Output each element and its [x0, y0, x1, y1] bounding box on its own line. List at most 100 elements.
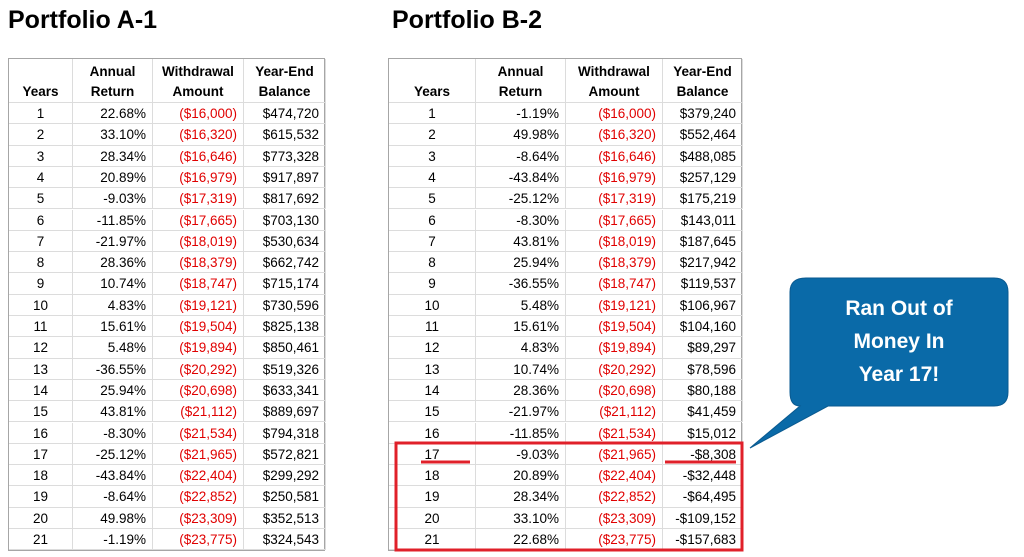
- table-cell: $80,188: [663, 379, 743, 402]
- table-cell: 15: [9, 401, 73, 423]
- table-cell: ($16,320): [153, 124, 244, 146]
- table-cell: 6: [389, 209, 476, 231]
- table-cell: -9.03%: [476, 443, 566, 466]
- table-cell: 4.83%: [476, 337, 566, 359]
- table-cell: 5.48%: [476, 294, 566, 316]
- table-cell: ($16,000): [153, 103, 244, 125]
- table: Years Annual Return Withdrawal Amount Year-En…: [8, 58, 326, 552]
- table-cell: $730,596: [244, 294, 326, 316]
- table-cell: 19: [389, 486, 476, 508]
- table-cell: ($17,665): [153, 209, 244, 231]
- table-cell: -21.97%: [476, 401, 566, 423]
- callout-line: Year 17!: [858, 363, 940, 386]
- table: Years Annual Return Withdrawal Amount Year-En…: [388, 58, 743, 552]
- table-cell: ($21,534): [153, 422, 244, 444]
- header-line: Amount: [172, 84, 224, 99]
- column-header: Years: [389, 59, 476, 103]
- table-cell: $773,328: [244, 145, 326, 167]
- table-cell: 28.36%: [73, 252, 153, 274]
- table-cell: -25.12%: [476, 188, 566, 210]
- callout-line: Ran Out of: [845, 297, 953, 320]
- table-cell: 18: [9, 465, 73, 487]
- table-cell: ($18,019): [153, 230, 244, 253]
- table-cell: $104,160: [663, 316, 743, 338]
- header-line: Year-End: [255, 64, 314, 79]
- table-cell: $257,129: [663, 166, 743, 189]
- table-cell: $41,459: [663, 401, 743, 423]
- table-cell: 11: [9, 316, 73, 338]
- table-cell: ($16,979): [566, 166, 663, 189]
- table-cell: 8: [9, 252, 73, 274]
- table-cell: ($19,894): [153, 337, 244, 359]
- table-cell: 18: [389, 465, 476, 487]
- table-cell: ($22,852): [566, 486, 663, 508]
- table-cell: $143,011: [663, 209, 743, 231]
- header-line: Years: [413, 84, 451, 99]
- table-cell: -8.64%: [476, 145, 566, 167]
- table-cell: 1: [9, 103, 73, 125]
- table-cell: 5: [9, 188, 73, 210]
- table-cell: 6: [9, 209, 73, 231]
- table-cell: -8.30%: [476, 209, 566, 231]
- table-cell: $217,942: [663, 252, 743, 274]
- table-cell: 4: [9, 166, 73, 189]
- table-cell: 10.74%: [73, 273, 153, 295]
- table-cell: $187,645: [663, 230, 743, 253]
- table-cell: ($16,000): [566, 103, 663, 125]
- table-cell: ($22,404): [566, 465, 663, 487]
- header-line: Years: [22, 84, 59, 99]
- table-cell: -8.30%: [73, 422, 153, 444]
- table-cell: 33.10%: [73, 124, 153, 146]
- table-cell: 43.81%: [476, 230, 566, 253]
- column-header: Year-End Balance: [663, 59, 743, 103]
- table-cell: -11.85%: [73, 209, 153, 231]
- table-cell: ($22,404): [153, 465, 244, 487]
- table-cell: $89,297: [663, 337, 743, 359]
- highlight-box: [394, 441, 744, 552]
- table-cell: 15: [389, 401, 476, 423]
- table-cell: ($20,292): [153, 358, 244, 380]
- table-cell: ($18,379): [153, 252, 244, 274]
- column-header: Annual Return: [73, 59, 153, 103]
- table-cell: $817,692: [244, 188, 326, 210]
- table-cell: $474,720: [244, 103, 326, 125]
- table-cell: ($21,965): [153, 443, 244, 466]
- table-cell: -25.12%: [73, 443, 153, 466]
- table-cell: -21.97%: [73, 230, 153, 253]
- table-cell: 25.94%: [73, 379, 153, 402]
- table-cell: 10: [389, 294, 476, 316]
- table-title: Portfolio B-2: [392, 6, 542, 34]
- callout-text: Ran Out of Money In Year 17!: [790, 292, 1008, 391]
- table-cell: -43.84%: [73, 465, 153, 487]
- table-cell: $106,967: [663, 294, 743, 316]
- header-line: Balance: [676, 84, 729, 99]
- table-cell: -8.64%: [73, 486, 153, 508]
- table-cell: ($23,309): [566, 507, 663, 529]
- table-cell: $250,581: [244, 486, 326, 508]
- table-cell: 22.68%: [73, 103, 153, 125]
- column-header: Withdrawal Amount: [153, 59, 244, 103]
- header-line: Withdrawal: [162, 64, 234, 79]
- table-cell: 14: [9, 379, 73, 402]
- table-cell: $917,897: [244, 166, 326, 189]
- table-title: Portfolio A-1: [8, 6, 158, 34]
- table-cell: 20.89%: [476, 465, 566, 487]
- header-line: Annual: [89, 64, 136, 79]
- table-cell: 49.98%: [73, 507, 153, 529]
- table-cell: 28.34%: [476, 486, 566, 508]
- table-cell: $794,318: [244, 422, 326, 444]
- table-cell: ($16,320): [566, 124, 663, 146]
- table-cell: 10: [9, 294, 73, 316]
- table-cell: 43.81%: [73, 401, 153, 423]
- table-cell: $850,461: [244, 337, 326, 359]
- table-cell: 13: [9, 358, 73, 380]
- table-cell: $352,513: [244, 507, 326, 529]
- table-cell: 7: [9, 230, 73, 253]
- table-cell: 20: [9, 507, 73, 529]
- table-cell: ($21,112): [153, 401, 244, 423]
- table-cell: 13: [389, 358, 476, 380]
- table-cell: ($19,504): [566, 316, 663, 338]
- table-cell: $552,464: [663, 124, 743, 146]
- table-cell: $324,543: [244, 529, 326, 551]
